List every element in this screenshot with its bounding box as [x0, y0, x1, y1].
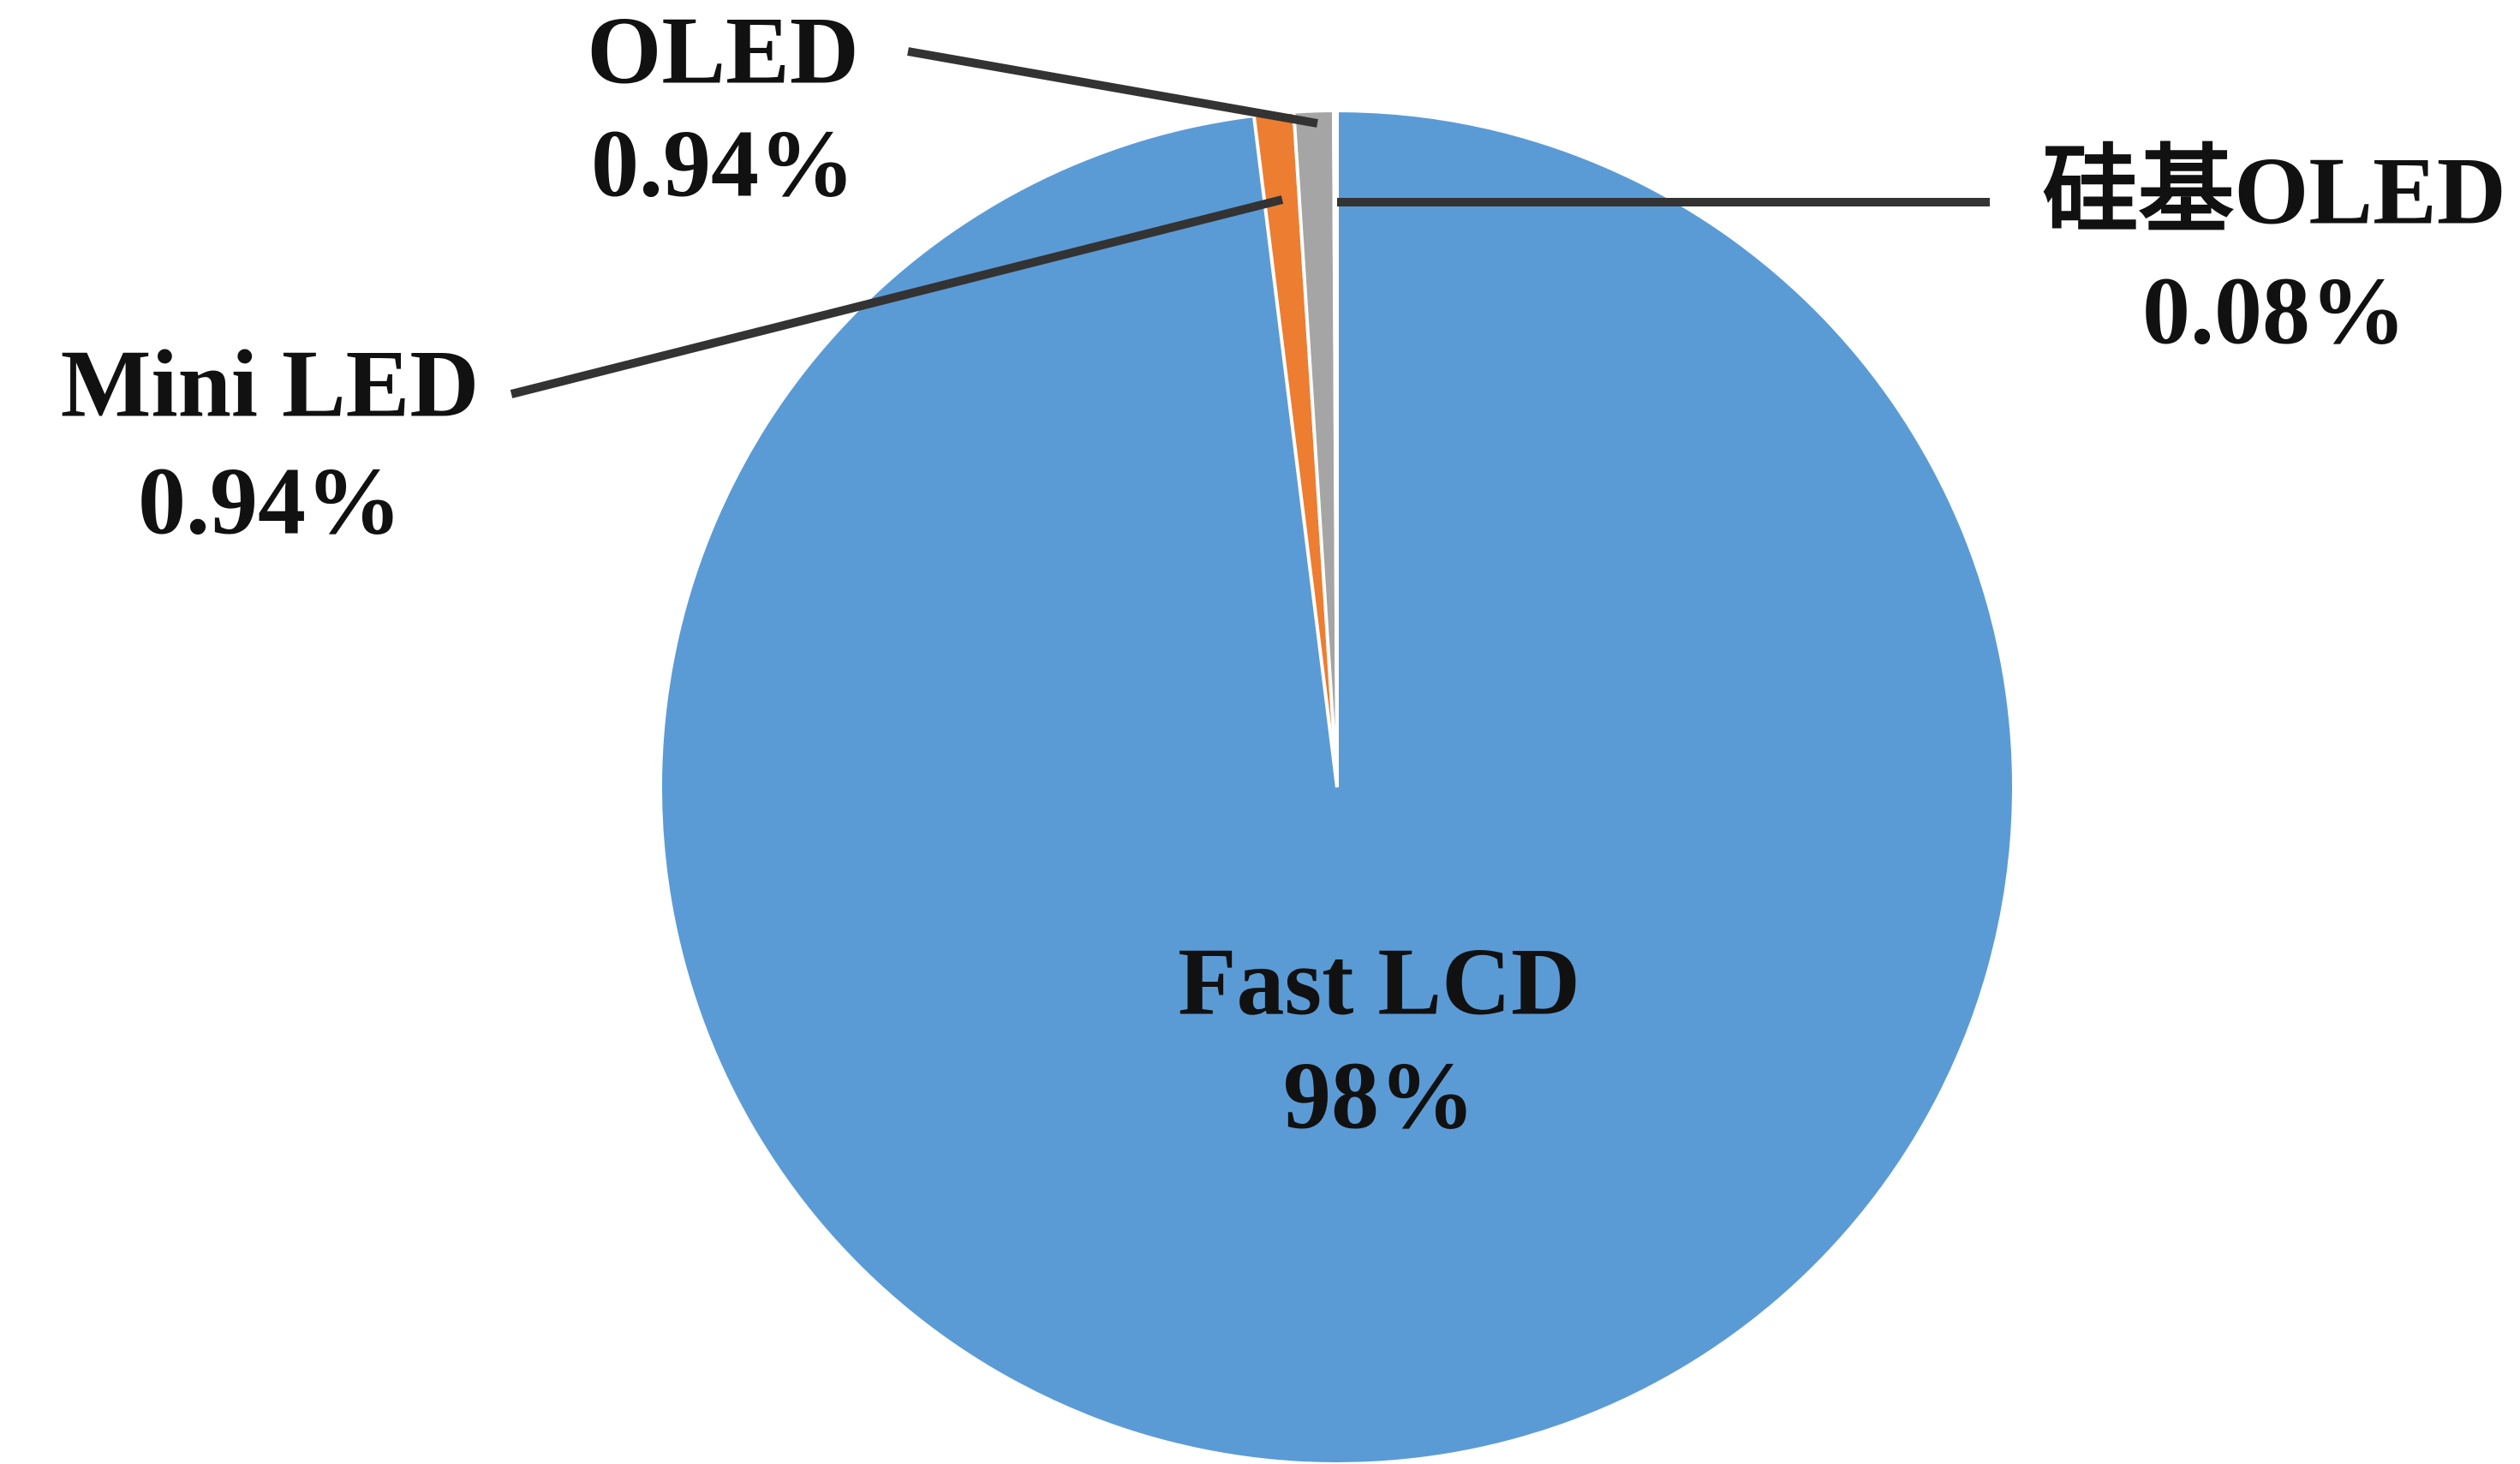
- slice-value-label: 0.94%: [138, 449, 402, 555]
- slice-label: 硅基OLED: [2042, 139, 2505, 245]
- pie-slice: [1332, 108, 1339, 788]
- leader-line: [907, 47, 1318, 128]
- slice-label: OLED: [587, 0, 858, 105]
- slice-value-label: 98%: [1283, 1043, 1475, 1150]
- slice-label: Mini LED: [61, 332, 480, 438]
- slice-label: Fast LCD: [1178, 929, 1580, 1036]
- slice-value-label: 0.08%: [2142, 259, 2406, 365]
- leader-line: [510, 195, 1284, 398]
- slice-value-label: 0.94%: [591, 111, 855, 218]
